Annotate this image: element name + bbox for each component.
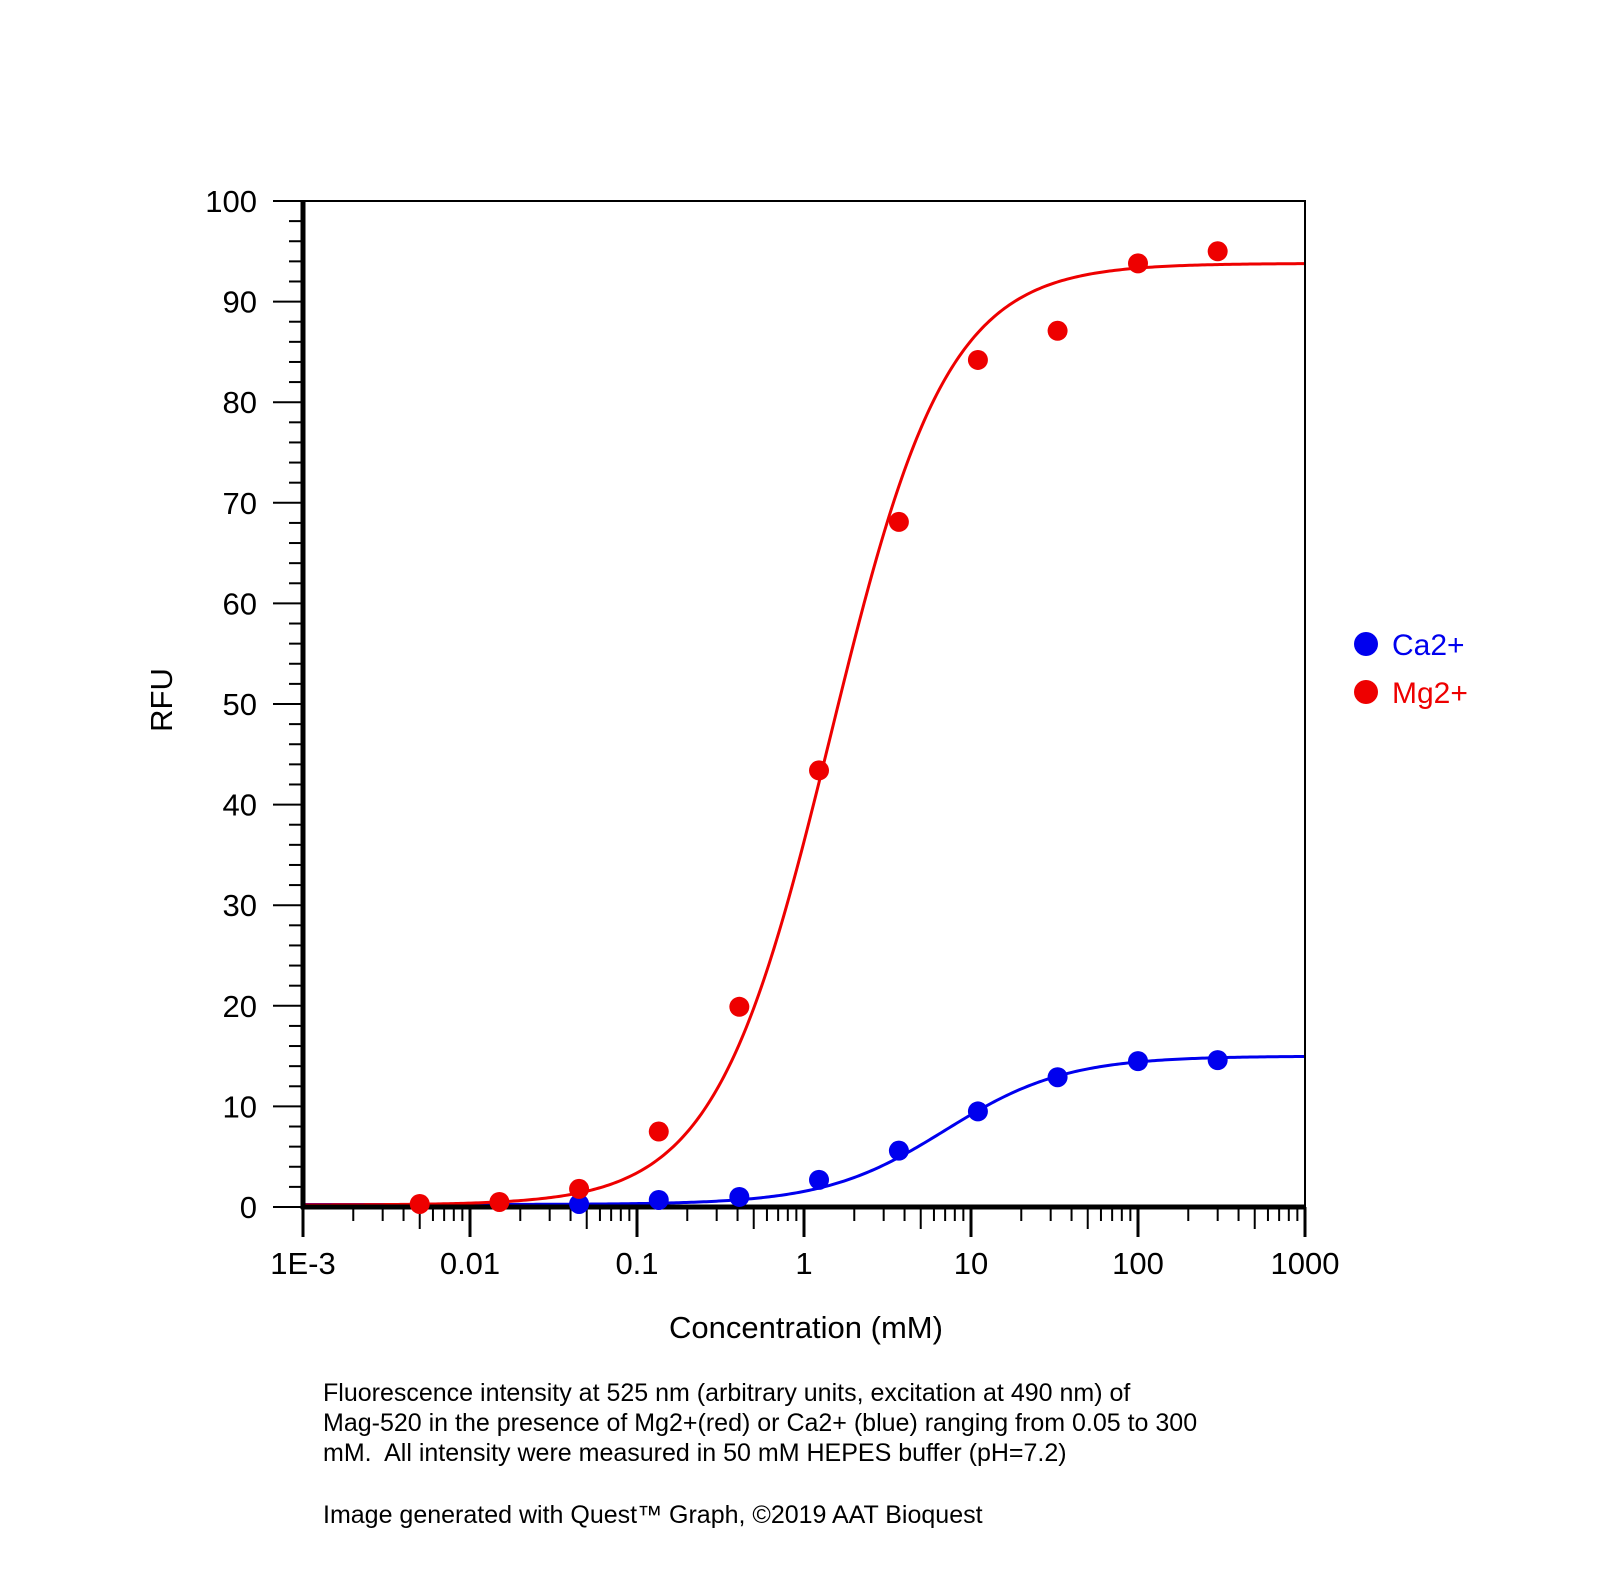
caption-line-1: Fluorescence intensity at 525 nm (arbitr… xyxy=(323,1379,1131,1407)
y-tick-label: 30 xyxy=(223,888,257,923)
data-point-ca xyxy=(648,1189,669,1210)
data-point-mg xyxy=(1047,320,1068,341)
fit-curve-ca xyxy=(303,1054,1306,1206)
data-point-mg xyxy=(729,996,750,1017)
data-point-mg xyxy=(1207,241,1228,262)
data-point-mg xyxy=(809,760,830,781)
fit-curve-mg xyxy=(303,262,1306,1207)
data-point-mg xyxy=(489,1191,510,1212)
caption-line-2: Mag-520 in the presence of Mg2+(red) or … xyxy=(323,1409,1198,1437)
data-point-ca xyxy=(888,1140,909,1161)
data-point-ca xyxy=(809,1169,830,1190)
x-tick-label: 1E-3 xyxy=(270,1246,335,1281)
x-tick-label: 0.01 xyxy=(440,1246,500,1281)
y-tick-label: 20 xyxy=(223,989,257,1024)
legend: Ca2+ Mg2+ xyxy=(1354,629,1468,710)
x-tick-label: 1 xyxy=(795,1246,812,1281)
y-tick-label: 80 xyxy=(223,385,257,420)
data-point-ca xyxy=(967,1101,988,1122)
legend-marker-mg xyxy=(1354,680,1378,704)
data-point-mg xyxy=(888,511,909,532)
data-point-ca xyxy=(569,1193,590,1214)
figure-caption: Fluorescence intensity at 525 nm (arbitr… xyxy=(323,1378,1323,1468)
y-tick-label: 50 xyxy=(223,687,257,722)
y-tick-label: 40 xyxy=(223,788,257,823)
axes: 0 10 20 30 40 50 60 70 80 90 100 1E-3 0.01 0.1 1 10 100 1… xyxy=(205,184,1339,1281)
x-tick-label: 1000 xyxy=(1271,1246,1340,1281)
data-point-mg xyxy=(648,1121,669,1142)
y-tick-label: 70 xyxy=(223,486,257,521)
data-points xyxy=(409,241,1228,1214)
y-axis-label: RFU xyxy=(144,668,179,732)
y-tick-label: 0 xyxy=(240,1190,257,1225)
legend-marker-ca xyxy=(1354,632,1378,656)
x-tick-label: 0.1 xyxy=(615,1246,658,1281)
x-axis-label: Concentration (mM) xyxy=(669,1310,943,1345)
data-point-mg xyxy=(1128,253,1148,274)
data-point-mg xyxy=(409,1193,430,1214)
plot-frame xyxy=(302,200,1306,1208)
data-point-mg xyxy=(569,1178,590,1199)
y-tick-label: 90 xyxy=(223,285,257,320)
data-point-ca xyxy=(1207,1050,1228,1071)
data-point-mg xyxy=(967,349,988,370)
data-point-ca xyxy=(1128,1051,1148,1072)
data-point-ca xyxy=(1047,1067,1068,1088)
image-credit: Image generated with Quest™ Graph, ©2019… xyxy=(323,1501,983,1529)
data-point-ca xyxy=(729,1186,750,1207)
legend-label-ca: Ca2+ xyxy=(1392,629,1465,662)
y-tick-label: 10 xyxy=(223,1089,257,1124)
x-tick-label: 10 xyxy=(954,1246,988,1281)
caption-line-3: mM. All intensity were measured in 50 mM… xyxy=(323,1439,1067,1467)
legend-label-mg: Mg2+ xyxy=(1392,677,1468,710)
fit-curves xyxy=(303,262,1306,1207)
y-tick-label: 60 xyxy=(223,586,257,621)
y-tick-label: 100 xyxy=(205,184,257,219)
x-tick-label: 100 xyxy=(1112,1246,1164,1281)
